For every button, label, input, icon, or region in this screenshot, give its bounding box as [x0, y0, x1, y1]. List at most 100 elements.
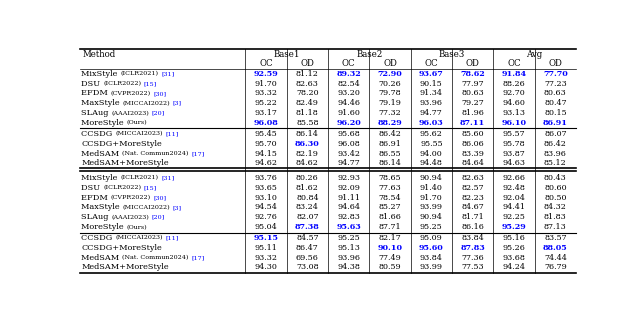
Text: 93.67: 93.67 [419, 70, 444, 78]
Text: (ICLR2021): (ICLR2021) [120, 175, 159, 180]
Text: 78.20: 78.20 [296, 90, 319, 98]
Text: [20]: [20] [152, 111, 165, 116]
Text: CCSDG+MoreStyle: CCSDG+MoreStyle [81, 140, 162, 148]
Text: 95.60: 95.60 [419, 244, 444, 252]
Text: 94.46: 94.46 [337, 99, 360, 107]
Text: 90.15: 90.15 [420, 79, 443, 88]
Text: 93.96: 93.96 [337, 254, 360, 262]
Text: 95.78: 95.78 [502, 140, 525, 148]
Text: (MICCAI2022): (MICCAI2022) [123, 205, 170, 210]
Text: 91.11: 91.11 [337, 193, 360, 201]
Text: (MICCAI2023): (MICCAI2023) [115, 131, 163, 136]
Text: 94.48: 94.48 [420, 159, 443, 167]
Text: 70.26: 70.26 [379, 79, 401, 88]
Text: 83.96: 83.96 [544, 150, 567, 158]
Text: MixStyle: MixStyle [81, 174, 120, 182]
Text: 86.06: 86.06 [461, 140, 484, 148]
Text: (Ours): (Ours) [127, 120, 147, 126]
Text: Base1: Base1 [273, 49, 300, 58]
Text: OC: OC [507, 59, 521, 68]
Text: 82.54: 82.54 [337, 79, 360, 88]
Text: 94.77: 94.77 [337, 159, 360, 167]
Text: 80.84: 80.84 [296, 193, 319, 201]
Text: (CVPR2022): (CVPR2022) [111, 195, 151, 200]
Text: 87.13: 87.13 [544, 223, 566, 231]
Text: 88.05: 88.05 [543, 244, 568, 252]
Text: 92.66: 92.66 [502, 174, 525, 182]
Text: 94.38: 94.38 [337, 264, 360, 272]
Text: (ICLR2021): (ICLR2021) [120, 71, 159, 76]
Text: 84.32: 84.32 [544, 203, 567, 211]
Text: [17]: [17] [191, 151, 205, 156]
Text: 95.45: 95.45 [255, 130, 277, 138]
Text: 78.54: 78.54 [379, 193, 401, 201]
Text: 92.04: 92.04 [502, 193, 525, 201]
Text: 73.08: 73.08 [296, 264, 319, 272]
Text: [11]: [11] [166, 235, 179, 240]
Text: 95.15: 95.15 [253, 234, 278, 242]
Text: 91.60: 91.60 [337, 109, 360, 117]
Text: [3]: [3] [173, 101, 182, 106]
Text: 83.57: 83.57 [544, 234, 566, 242]
Text: 92.48: 92.48 [502, 184, 525, 192]
Text: 86.42: 86.42 [544, 140, 567, 148]
Text: 82.07: 82.07 [296, 213, 319, 221]
Text: Base2: Base2 [356, 49, 383, 58]
Text: 81.12: 81.12 [296, 70, 319, 78]
Text: 90.10: 90.10 [378, 244, 403, 252]
Text: 80.50: 80.50 [544, 193, 566, 201]
Text: 91.70: 91.70 [420, 193, 443, 201]
Text: 77.32: 77.32 [379, 109, 401, 117]
Text: 77.70: 77.70 [543, 70, 568, 78]
Text: 84.57: 84.57 [296, 234, 319, 242]
Text: 86.91: 86.91 [379, 140, 401, 148]
Text: CCSDG: CCSDG [81, 130, 115, 138]
Text: 80.15: 80.15 [544, 109, 566, 117]
Text: 94.77: 94.77 [420, 109, 443, 117]
Text: 93.10: 93.10 [255, 193, 277, 201]
Text: 86.14: 86.14 [379, 159, 401, 167]
Text: 92.93: 92.93 [337, 174, 360, 182]
Text: 91.40: 91.40 [420, 184, 443, 192]
Text: MaxStyle: MaxStyle [81, 99, 123, 107]
Text: [17]: [17] [191, 255, 205, 260]
Text: [15]: [15] [144, 185, 157, 190]
Text: 82.49: 82.49 [296, 99, 319, 107]
Text: 89.32: 89.32 [336, 70, 361, 78]
Text: 95.63: 95.63 [336, 223, 361, 231]
Text: 86.16: 86.16 [461, 223, 484, 231]
Text: 94.60: 94.60 [502, 99, 525, 107]
Text: OD: OD [548, 59, 563, 68]
Text: 90.94: 90.94 [420, 213, 443, 221]
Text: (AAAI2023): (AAAI2023) [111, 111, 149, 116]
Text: SLAug: SLAug [81, 109, 111, 117]
Text: 90.94: 90.94 [420, 174, 443, 182]
Text: 94.64: 94.64 [337, 203, 360, 211]
Text: CCSDG: CCSDG [81, 234, 115, 242]
Text: 82.57: 82.57 [461, 184, 484, 192]
Text: 87.38: 87.38 [295, 223, 320, 231]
Text: EFDM: EFDM [81, 193, 111, 201]
Text: 86.42: 86.42 [379, 130, 401, 138]
Text: 94.54: 94.54 [255, 203, 277, 211]
Text: SLAug: SLAug [81, 213, 111, 221]
Text: 93.68: 93.68 [502, 254, 525, 262]
Text: [20]: [20] [152, 215, 165, 220]
Text: 80.63: 80.63 [544, 90, 566, 98]
Text: 74.44: 74.44 [544, 254, 567, 262]
Text: 92.25: 92.25 [502, 213, 525, 221]
Text: 85.60: 85.60 [461, 130, 484, 138]
Text: CCSDG+MoreStyle: CCSDG+MoreStyle [81, 244, 162, 252]
Text: 80.60: 80.60 [544, 184, 566, 192]
Text: 96.08: 96.08 [337, 140, 360, 148]
Text: 93.84: 93.84 [420, 254, 443, 262]
Text: 93.76: 93.76 [255, 174, 277, 182]
Text: 86.14: 86.14 [296, 130, 319, 138]
Text: 82.63: 82.63 [461, 174, 484, 182]
Text: 81.62: 81.62 [296, 184, 319, 192]
Text: 80.47: 80.47 [544, 99, 566, 107]
Text: Method: Method [83, 49, 116, 58]
Text: (ICLR2022): (ICLR2022) [103, 185, 141, 190]
Text: MedSAM+MoreStyle: MedSAM+MoreStyle [81, 159, 169, 167]
Text: EFDM: EFDM [81, 90, 111, 98]
